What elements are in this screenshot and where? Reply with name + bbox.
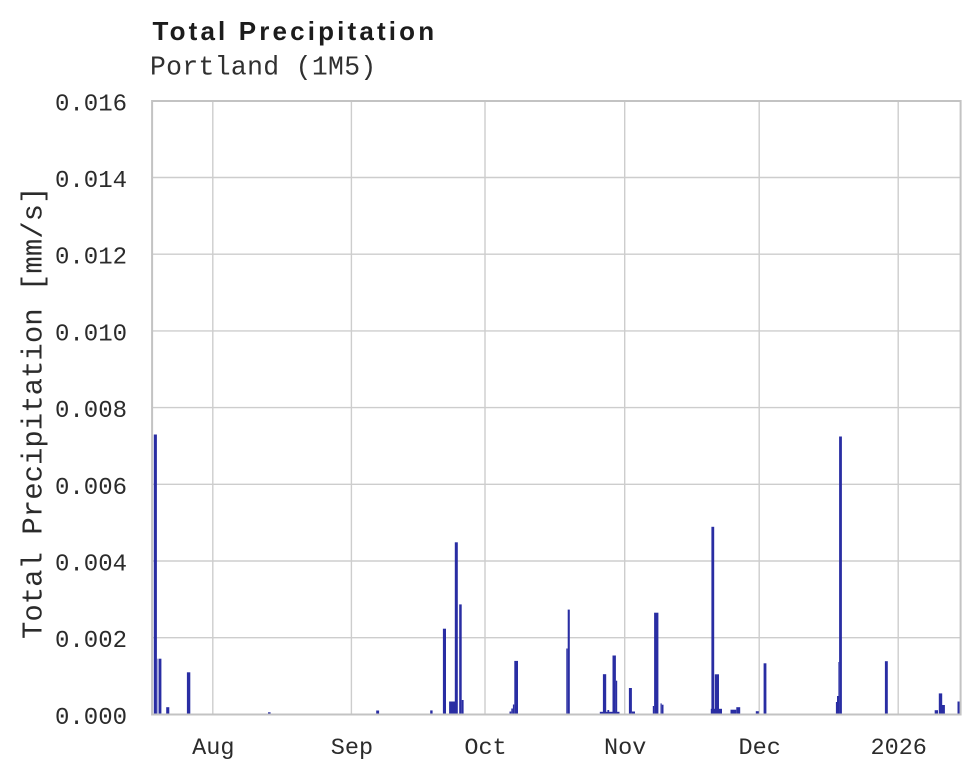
svg-text:Nov: Nov bbox=[604, 735, 646, 762]
svg-text:0.006: 0.006 bbox=[55, 475, 127, 502]
svg-text:Total Precipitation: Total Precipitation bbox=[153, 16, 438, 46]
svg-text:0.016: 0.016 bbox=[55, 91, 127, 118]
svg-text:Aug: Aug bbox=[192, 735, 234, 762]
svg-text:Dec: Dec bbox=[739, 735, 781, 762]
svg-text:0.012: 0.012 bbox=[55, 245, 127, 272]
svg-text:Portland (1M5): Portland (1M5) bbox=[150, 53, 377, 83]
svg-text:2026: 2026 bbox=[870, 735, 926, 762]
svg-text:0.014: 0.014 bbox=[55, 168, 127, 195]
svg-text:Oct: Oct bbox=[464, 735, 506, 762]
svg-text:0.000: 0.000 bbox=[55, 705, 127, 732]
svg-text:0.010: 0.010 bbox=[55, 321, 127, 348]
svg-text:Sep: Sep bbox=[331, 735, 373, 762]
svg-text:0.002: 0.002 bbox=[55, 628, 127, 655]
svg-text:0.004: 0.004 bbox=[55, 552, 127, 579]
svg-text:0.008: 0.008 bbox=[55, 398, 127, 425]
svg-text:Total Precipitation [mm/s]: Total Precipitation [mm/s] bbox=[18, 187, 51, 639]
